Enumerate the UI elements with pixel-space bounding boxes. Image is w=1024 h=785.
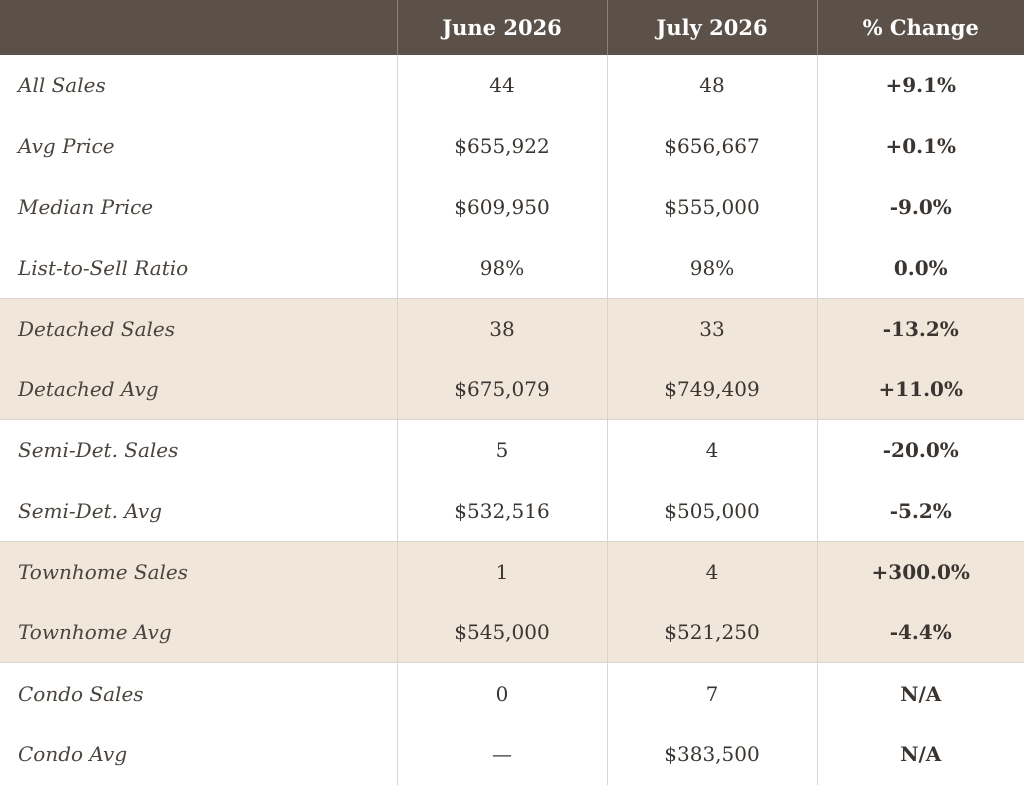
row-label: List-to-Sell Ratio: [18, 255, 189, 280]
cell-percent-change: +300.0%: [816, 540, 1024, 603]
table-row: Townhome Sales 1 4 +300.0%: [0, 540, 1024, 603]
cell-july-2026: 98%: [606, 237, 817, 299]
row-label: All Sales: [18, 73, 106, 98]
row-label: Detached Sales: [0, 297, 397, 359]
cell-june-2026: $545,000: [396, 602, 607, 663]
cell-percent-change: -20.0%: [816, 419, 1024, 481]
cell-july-2026: 33: [606, 297, 817, 359]
cell-percent-change: 0.0%: [816, 237, 1024, 299]
cell-july-2026: $749,409: [606, 358, 817, 420]
table-row: Median Price $609,950 $555,000 -9.0%: [0, 176, 1024, 238]
table-row: Detached Sales 38 33 -13.2%: [0, 297, 1024, 359]
header-july-2026: July 2026: [606, 0, 817, 55]
table-row: List-to-Sell Ratio 98% 98% 0.0%: [0, 237, 1024, 299]
cell-percent-change: +0.1%: [816, 115, 1024, 177]
table-row: Avg Price $655,922 $656,667 +0.1%: [0, 115, 1024, 177]
row-label: Semi-Det. Avg: [18, 498, 163, 523]
cell-june-2026: $609,950: [396, 176, 607, 238]
cell-percent-change: -13.2%: [816, 297, 1024, 359]
cell-percent-change: +11.0%: [816, 358, 1024, 420]
cell-june-2026: $655,922: [396, 115, 607, 177]
cell-june-2026: 1: [396, 540, 607, 603]
cell-july-2026: $521,250: [606, 602, 817, 663]
cell-july-2026: 48: [606, 55, 817, 116]
table-body: All Sales 44 48 +9.1% Avg Price $655,922 $656,…: [0, 55, 1024, 785]
table-row: Condo Sales 0 7 N/A: [0, 662, 1024, 724]
cell-june-2026: $532,516: [396, 480, 607, 542]
table-header-row: June 2026 July 2026 % Change: [0, 0, 1024, 55]
cell-percent-change: N/A: [816, 723, 1024, 785]
cell-june-2026: 44: [396, 55, 607, 116]
cell-percent-change: -9.0%: [816, 176, 1024, 238]
row-label: Townhome Avg: [0, 602, 397, 663]
header-label-column: [0, 0, 397, 55]
cell-june-2026: 98%: [396, 237, 607, 299]
cell-july-2026: 7: [606, 662, 817, 724]
table-row: Detached Avg $675,079 $749,409 +11.0%: [0, 358, 1024, 420]
cell-june-2026: —: [396, 723, 607, 785]
cell-july-2026: $656,667: [606, 115, 817, 177]
row-label: Avg Price: [18, 134, 115, 159]
cell-july-2026: $505,000: [606, 480, 817, 542]
row-label: Detached Avg: [0, 358, 397, 420]
cell-percent-change: +9.1%: [816, 55, 1024, 116]
cell-june-2026: $675,079: [396, 358, 607, 420]
header-june-2026: June 2026: [396, 0, 607, 55]
table-row: Semi-Det. Sales 5 4 -20.0%: [0, 419, 1024, 481]
cell-percent-change: N/A: [816, 662, 1024, 724]
cell-june-2026: 0: [396, 662, 607, 724]
cell-july-2026: $555,000: [606, 176, 817, 238]
cell-june-2026: 38: [396, 297, 607, 359]
cell-july-2026: 4: [606, 419, 817, 481]
cell-percent-change: -4.4%: [816, 602, 1024, 663]
row-label: Semi-Det. Sales: [0, 419, 397, 481]
row-label: Median Price: [18, 194, 154, 219]
cell-july-2026: $383,500: [606, 723, 817, 785]
row-label: Condo Sales: [0, 662, 397, 724]
cell-june-2026: 5: [396, 419, 607, 481]
header-percent-change: % Change: [816, 0, 1024, 55]
table-row: Townhome Avg $545,000 $521,250 -4.4%: [0, 602, 1024, 663]
table-row: All Sales 44 48 +9.1%: [0, 55, 1024, 116]
row-label: Townhome Sales: [0, 540, 397, 603]
table-row: Condo Avg — $383,500 N/A: [0, 723, 1024, 785]
cell-july-2026: 4: [606, 540, 817, 603]
row-label: Condo Avg: [18, 742, 128, 767]
table-row: Semi-Det. Avg $532,516 $505,000 -5.2%: [0, 480, 1024, 542]
cell-percent-change: -5.2%: [816, 480, 1024, 542]
